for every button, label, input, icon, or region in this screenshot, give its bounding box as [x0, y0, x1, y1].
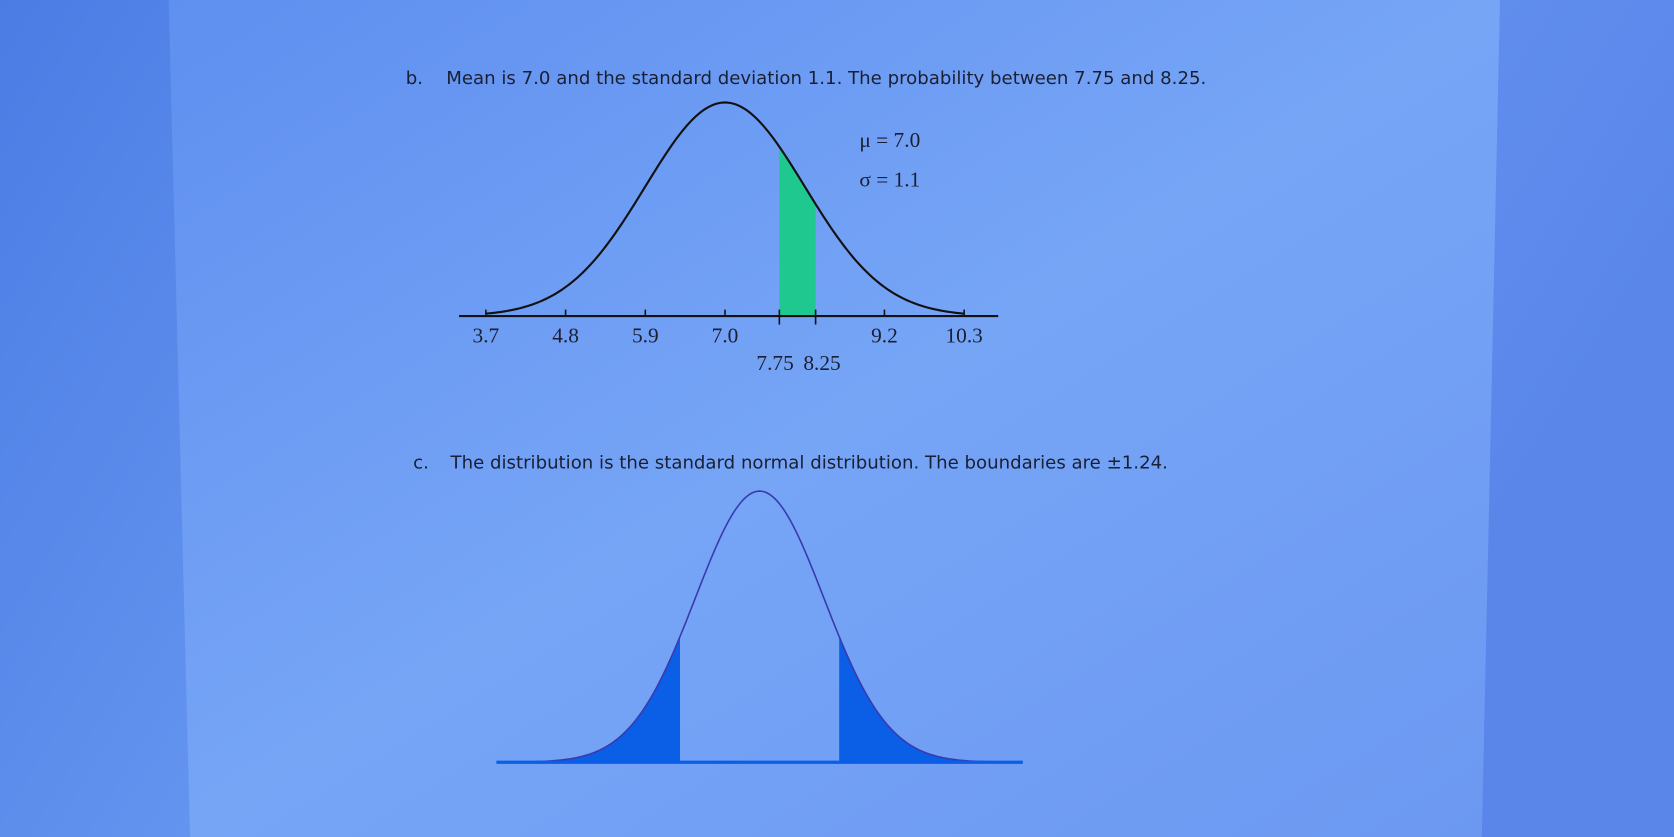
tail-area [496, 636, 681, 763]
tick-label: 9.2 [871, 323, 898, 347]
normal-curve [496, 490, 1023, 764]
shaded-area [779, 146, 816, 317]
tick-label: 4.8 [552, 323, 579, 347]
item-label: b. [406, 68, 423, 89]
parameter-label: σ = 1.1 [859, 167, 920, 191]
tail-area [839, 636, 1023, 763]
item-label: c. [413, 452, 429, 473]
tick-label: 8.25 [803, 351, 840, 375]
tick-label: 7.0 [712, 323, 739, 347]
tick-label: 7.75 [756, 351, 793, 375]
figure-b: 3.7 4.8 5.9 7.0 7.75 8.25 9.2 10.3 μ = 7.0 σ = 1.… [459, 101, 999, 375]
normal-curve [485, 101, 965, 315]
paper [168, 0, 1500, 837]
tick-label: 10.3 [945, 323, 982, 347]
item-text: Mean is 7.0 and the standard deviation 1… [446, 68, 1206, 89]
parameter-label: μ = 7.0 [859, 128, 920, 152]
item-text: The distribution is the standard normal … [450, 452, 1168, 473]
figure-c [496, 490, 1023, 764]
tick-label: 5.9 [632, 323, 659, 347]
tick-label: 3.7 [473, 323, 500, 347]
